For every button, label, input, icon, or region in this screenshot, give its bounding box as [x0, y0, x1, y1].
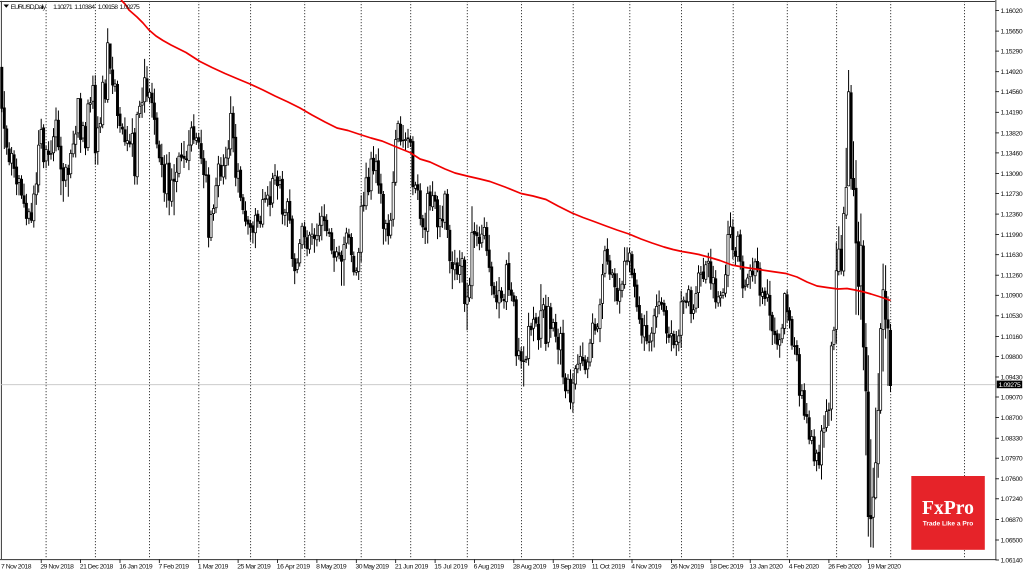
svg-text:8 May 2019: 8 May 2019 [316, 564, 347, 571]
svg-text:4 Feb 2020: 4 Feb 2020 [789, 564, 820, 571]
svg-text:1.08330: 1.08330 [1001, 436, 1023, 443]
svg-text:7 Feb 2019: 7 Feb 2019 [159, 564, 190, 571]
svg-text:1 Mar 2019: 1 Mar 2019 [198, 564, 229, 571]
svg-text:1.11630: 1.11630 [1001, 252, 1023, 259]
svg-text:21 Dec 2018: 21 Dec 2018 [80, 564, 114, 571]
svg-text:1.06140: 1.06140 [1001, 557, 1023, 564]
svg-text:26 Feb 2020: 26 Feb 2020 [828, 564, 862, 571]
svg-text:1.10160: 1.10160 [1001, 334, 1023, 341]
svg-text:6 Aug 2019: 6 Aug 2019 [474, 564, 505, 571]
svg-text:1.07600: 1.07600 [1001, 476, 1023, 483]
svg-text:4 Nov 2019: 4 Nov 2019 [631, 564, 662, 571]
svg-text:1.09158: 1.09158 [98, 4, 119, 11]
svg-text:EURUSD,Daily: EURUSD,Daily [11, 4, 47, 11]
svg-text:19 Mar 2020: 19 Mar 2020 [868, 564, 902, 571]
svg-text:1.10384: 1.10384 [74, 4, 95, 11]
svg-text:1.15290: 1.15290 [1001, 49, 1023, 56]
svg-text:1.10530: 1.10530 [1001, 313, 1023, 320]
svg-text:1.09430: 1.09430 [1001, 374, 1023, 381]
svg-text:1.14920: 1.14920 [1001, 69, 1023, 76]
svg-text:1.10271: 1.10271 [53, 4, 73, 11]
svg-text:1.07970: 1.07970 [1001, 456, 1023, 463]
svg-text:11 Oct 2019: 11 Oct 2019 [592, 564, 626, 571]
svg-text:7 Nov 2018: 7 Nov 2018 [1, 564, 32, 571]
svg-text:1.09800: 1.09800 [1001, 354, 1023, 361]
svg-text:1.13820: 1.13820 [1001, 130, 1023, 137]
svg-text:16 Jan 2019: 16 Jan 2019 [119, 564, 153, 571]
svg-text:25 Mar 2019: 25 Mar 2019 [237, 564, 271, 571]
svg-text:Trade Like a Pro: Trade Like a Pro [923, 521, 974, 528]
svg-text:26 Nov 2019: 26 Nov 2019 [671, 564, 705, 571]
svg-text:1.16020: 1.16020 [1001, 8, 1023, 15]
svg-text:1.09275: 1.09275 [999, 382, 1021, 389]
svg-text:1.12360: 1.12360 [1001, 212, 1023, 219]
svg-text:1.08700: 1.08700 [1001, 415, 1023, 422]
svg-text:15 Jul 2019: 15 Jul 2019 [434, 564, 468, 571]
svg-text:FxPro: FxPro [922, 498, 974, 519]
svg-text:1.09275: 1.09275 [120, 4, 141, 11]
svg-text:1.10900: 1.10900 [1001, 293, 1023, 300]
svg-text:1.12730: 1.12730 [1001, 191, 1023, 198]
svg-text:21 Jun 2019: 21 Jun 2019 [395, 564, 429, 571]
svg-text:18 Dec 2019: 18 Dec 2019 [710, 564, 744, 571]
svg-text:1.15650: 1.15650 [1001, 29, 1023, 36]
svg-text:28 Aug 2019: 28 Aug 2019 [513, 564, 547, 571]
svg-text:1.13090: 1.13090 [1001, 171, 1023, 178]
svg-text:1.11260: 1.11260 [1001, 273, 1023, 280]
svg-text:1.07240: 1.07240 [1001, 496, 1023, 503]
svg-text:1.14560: 1.14560 [1001, 89, 1023, 96]
svg-text:1.06870: 1.06870 [1001, 517, 1023, 524]
svg-text:13 Jan 2020: 13 Jan 2020 [749, 564, 783, 571]
svg-text:1.06500: 1.06500 [1001, 537, 1023, 544]
svg-text:30 May 2019: 30 May 2019 [356, 564, 390, 571]
svg-text:1.14190: 1.14190 [1001, 110, 1023, 117]
svg-text:29 Nov 2018: 29 Nov 2018 [40, 564, 74, 571]
svg-text:1.11990: 1.11990 [1001, 232, 1023, 239]
svg-text:19 Sep 2019: 19 Sep 2019 [552, 564, 586, 571]
svg-text:1.09070: 1.09070 [1001, 394, 1023, 401]
svg-text:16 Apr 2019: 16 Apr 2019 [277, 564, 311, 571]
svg-text:1.13460: 1.13460 [1001, 150, 1023, 157]
